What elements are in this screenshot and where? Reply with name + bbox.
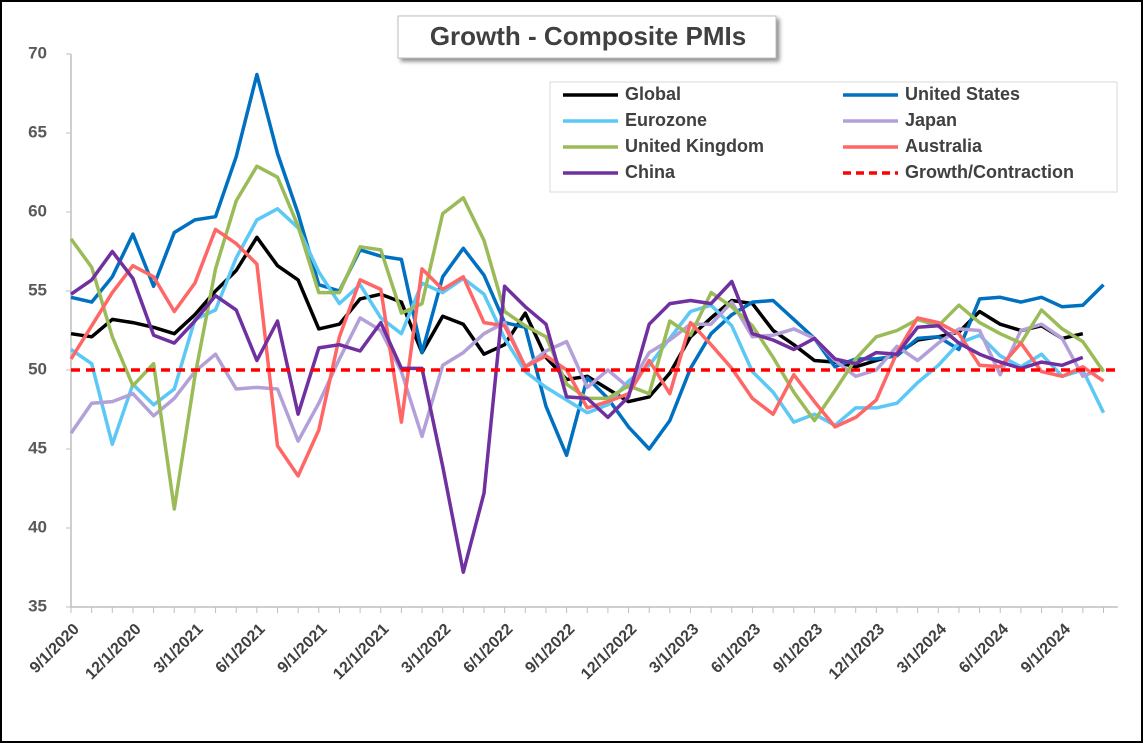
- legend-label: Growth/Contraction: [905, 162, 1074, 182]
- chart-title: Growth - Composite PMIs: [430, 21, 746, 51]
- legend-label: United States: [905, 84, 1020, 104]
- series-line: [69, 227, 1105, 478]
- series-line: [70, 249, 1084, 574]
- series-line: [69, 300, 1105, 443]
- y-tick-label: 55: [28, 280, 47, 299]
- y-tick-label: 40: [28, 517, 47, 536]
- series-line: [70, 72, 1105, 458]
- y-tick-label: 45: [28, 438, 47, 457]
- legend-label: China: [625, 162, 676, 182]
- legend-label: Global: [625, 84, 681, 104]
- legend-label: United Kingdom: [625, 136, 764, 156]
- legend-label: Eurozone: [625, 110, 707, 130]
- legend: [549, 81, 1118, 193]
- y-tick-label: 50: [28, 359, 47, 378]
- y-tick-label: 70: [28, 43, 47, 62]
- legend-label: Japan: [905, 110, 957, 130]
- y-tick-label: 65: [28, 122, 47, 141]
- y-tick-label: 35: [28, 596, 47, 615]
- title-box: [397, 15, 777, 59]
- y-tick-label: 60: [28, 201, 47, 220]
- legend-label: Australia: [905, 136, 983, 156]
